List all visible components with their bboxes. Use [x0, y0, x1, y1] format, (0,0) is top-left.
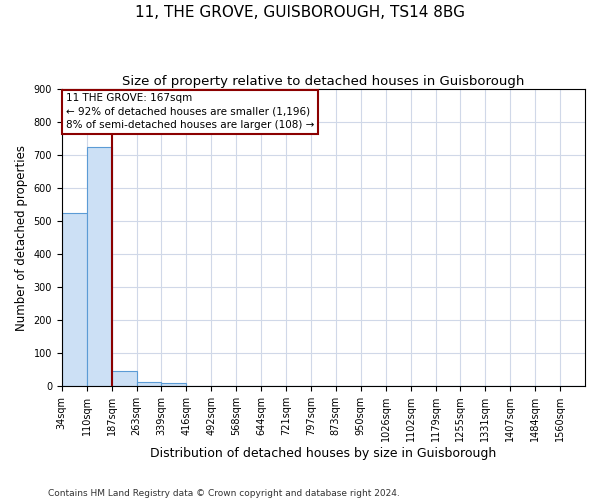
- Text: 11 THE GROVE: 167sqm
← 92% of detached houses are smaller (1,196)
8% of semi-det: 11 THE GROVE: 167sqm ← 92% of detached h…: [65, 94, 314, 130]
- Bar: [62, 213, 86, 386]
- Y-axis label: Number of detached properties: Number of detached properties: [15, 144, 28, 330]
- Title: Size of property relative to detached houses in Guisborough: Size of property relative to detached ho…: [122, 75, 524, 88]
- Bar: [137, 382, 161, 386]
- Bar: [112, 370, 137, 386]
- X-axis label: Distribution of detached houses by size in Guisborough: Distribution of detached houses by size …: [150, 447, 497, 460]
- Text: 11, THE GROVE, GUISBOROUGH, TS14 8BG: 11, THE GROVE, GUISBOROUGH, TS14 8BG: [135, 5, 465, 20]
- Bar: [161, 384, 187, 386]
- Text: Contains HM Land Registry data © Crown copyright and database right 2024.: Contains HM Land Registry data © Crown c…: [48, 488, 400, 498]
- Bar: [86, 147, 112, 386]
